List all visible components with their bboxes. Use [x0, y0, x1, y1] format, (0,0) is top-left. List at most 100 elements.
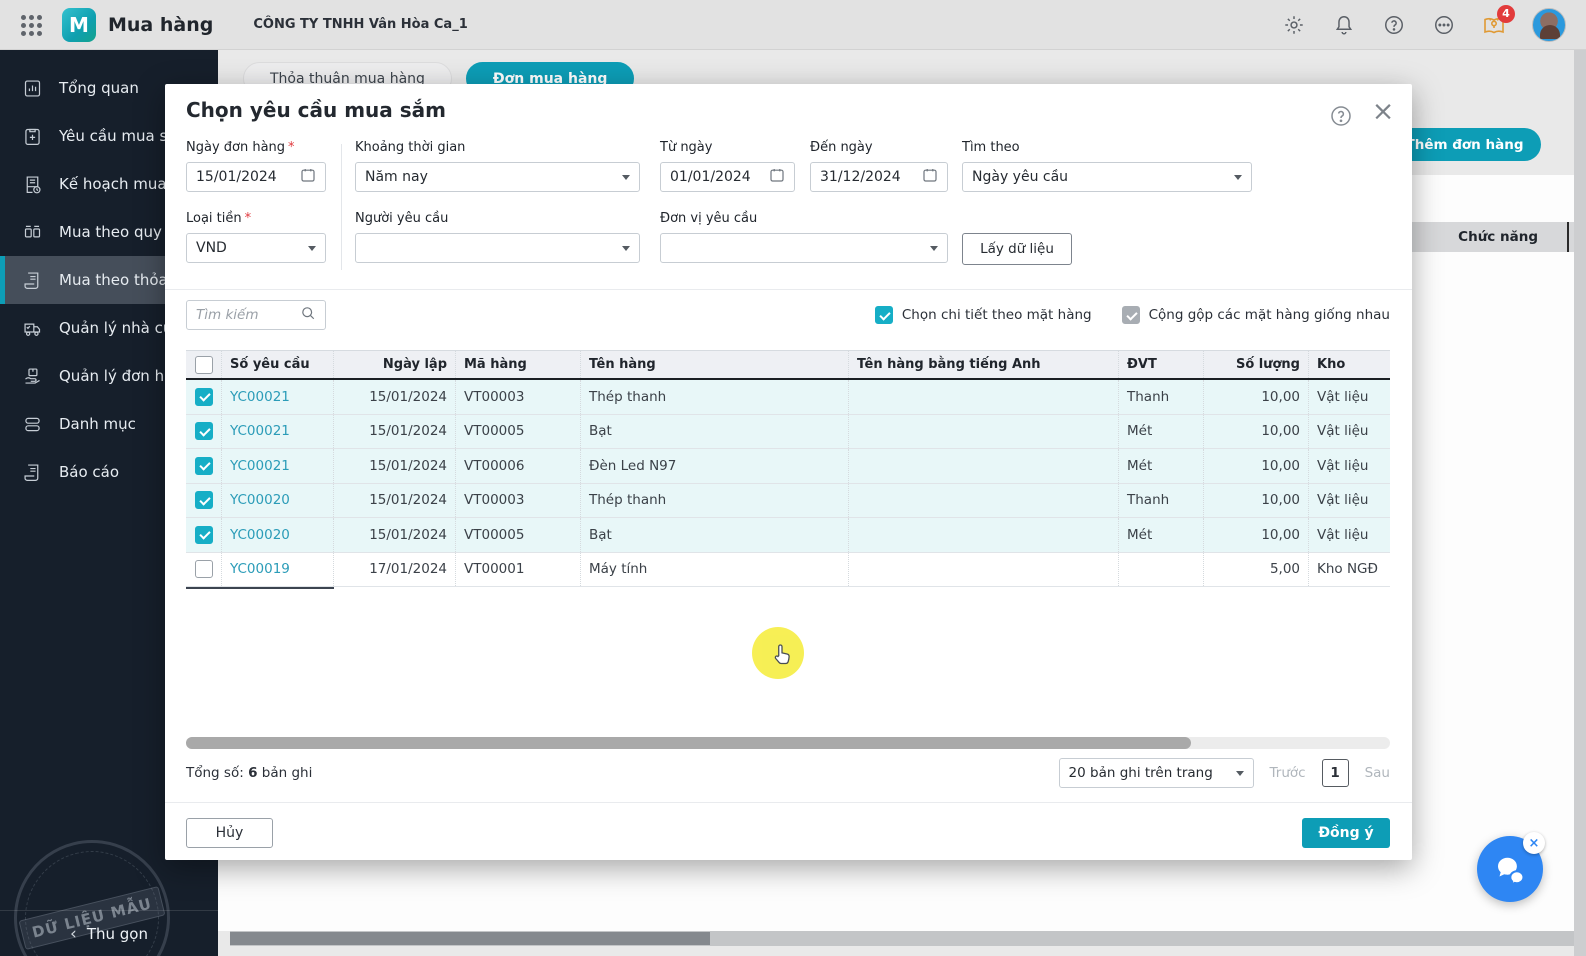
to-date-input[interactable]: 31/12/2024	[810, 162, 948, 192]
col-created-date[interactable]: Ngày lập	[334, 351, 456, 378]
cell-item-code: VT00006	[456, 449, 581, 483]
current-page-number[interactable]: 1	[1322, 759, 1349, 787]
search-by-select[interactable]: Ngày yêu cầu	[962, 162, 1252, 192]
page-size-select[interactable]: 20 bản ghi trên trang	[1059, 758, 1254, 788]
settings-gear-icon[interactable]	[1282, 13, 1306, 37]
cell-item-code: VT00001	[456, 553, 581, 587]
currency-field: Loại tiền* VND	[186, 211, 326, 263]
chat-close-icon[interactable]: ×	[1523, 832, 1545, 854]
cell-warehouse: Vật liệu	[1309, 518, 1390, 552]
row-checkbox[interactable]	[195, 388, 213, 406]
cell-quantity: 10,00	[1204, 415, 1309, 449]
prev-page-button[interactable]: Trước	[1270, 765, 1306, 781]
cell-created-date: 15/01/2024	[334, 380, 456, 414]
table-row[interactable]: YC00020 15/01/2024 VT00005 Bạt Mét 10,00…	[186, 518, 1390, 553]
from-date-field: Từ ngày 01/01/2024	[660, 140, 795, 192]
currency-select[interactable]: VND	[186, 233, 326, 263]
order-date-input[interactable]: 15/01/2024	[186, 162, 326, 192]
cancel-button[interactable]: Hủy	[186, 818, 273, 848]
help-icon[interactable]	[1382, 13, 1406, 37]
chevron-down-icon	[1236, 771, 1244, 776]
col-quantity[interactable]: Số lượng	[1204, 351, 1309, 378]
table-row[interactable]: YC00020 15/01/2024 VT00003 Thép thanh Th…	[186, 484, 1390, 519]
frozen-column-divider	[186, 587, 334, 589]
table-options: Chọn chi tiết theo mặt hàng Cộng gộp các…	[875, 306, 1390, 324]
row-checkbox[interactable]	[195, 491, 213, 509]
whats-new-icon[interactable]: 4	[1482, 13, 1506, 37]
chat-support-button[interactable]: ×	[1477, 836, 1543, 902]
cell-warehouse: Kho NGĐ	[1309, 553, 1390, 587]
cell-item-name: Thép thanh	[581, 484, 849, 518]
row-checkbox[interactable]	[195, 526, 213, 544]
app-window: M Mua hàng CÔNG TY TNHH Vân Hòa Ca_1 4	[0, 0, 1586, 956]
company-name[interactable]: CÔNG TY TNHH Vân Hòa Ca_1	[253, 17, 467, 32]
checkbox-select-by-item[interactable]	[875, 306, 893, 324]
table-row[interactable]: YC00021 15/01/2024 VT00006 Đèn Led N97 M…	[186, 449, 1390, 484]
search-input[interactable]: Tìm kiếm	[186, 300, 326, 330]
cell-unit: Mét	[1119, 415, 1204, 449]
select-all-checkbox[interactable]	[195, 356, 213, 374]
dialog-help-icon[interactable]	[1329, 104, 1353, 128]
cell-item-name-en	[849, 484, 1119, 518]
function-column-header: Chức năng	[1458, 229, 1538, 245]
table-header-row: Số yêu cầu Ngày lập Mã hàng Tên hàng Tên…	[186, 350, 1390, 380]
request-no-link[interactable]: YC00019	[230, 561, 290, 577]
background-horizontal-scrollbar[interactable]	[230, 931, 1574, 946]
request-no-link[interactable]: YC00021	[230, 389, 290, 405]
col-warehouse[interactable]: Kho	[1309, 351, 1390, 378]
app-launcher-icon[interactable]	[18, 12, 44, 38]
cell-item-code: VT00005	[456, 518, 581, 552]
cell-quantity: 5,00	[1204, 553, 1309, 587]
cell-quantity: 10,00	[1204, 484, 1309, 518]
supplier-icon	[22, 318, 43, 339]
table-row[interactable]: YC00021 15/01/2024 VT00003 Thép thanh Th…	[186, 380, 1390, 415]
cell-unit: Thanh	[1119, 484, 1204, 518]
search-by-field: Tìm theo Ngày yêu cầu	[962, 140, 1252, 192]
option-select-by-item[interactable]: Chọn chi tiết theo mặt hàng	[875, 306, 1092, 324]
col-item-code[interactable]: Mã hàng	[456, 351, 581, 378]
request-unit-select[interactable]	[660, 233, 948, 263]
purchase-plan-icon	[22, 174, 43, 195]
confirm-button[interactable]: Đồng ý	[1302, 818, 1390, 848]
requester-select[interactable]	[355, 233, 640, 263]
table-row[interactable]: YC00019 17/01/2024 VT00001 Máy tính 5,00…	[186, 553, 1390, 588]
cell-quantity: 10,00	[1204, 449, 1309, 483]
request-no-link[interactable]: YC00021	[230, 423, 290, 439]
app-logo[interactable]: M	[62, 8, 96, 42]
notifications-bell-icon[interactable]	[1332, 13, 1356, 37]
to-date-field: Đến ngày 31/12/2024	[810, 140, 948, 192]
cell-warehouse: Vật liệu	[1309, 415, 1390, 449]
checkbox-merge-similar-items[interactable]	[1122, 306, 1140, 324]
table-horizontal-scrollbar[interactable]	[186, 737, 1390, 749]
order-management-icon	[22, 366, 43, 387]
col-item-name[interactable]: Tên hàng	[581, 351, 849, 378]
chevron-down-icon	[1234, 175, 1242, 180]
sidebar-collapse-button[interactable]: ‹ Thu gọn	[0, 910, 218, 956]
row-checkbox[interactable]	[195, 560, 213, 578]
table-row[interactable]: YC00021 15/01/2024 VT00005 Bạt Mét 10,00…	[186, 415, 1390, 450]
next-page-button[interactable]: Sau	[1365, 765, 1390, 781]
cell-created-date: 15/01/2024	[334, 484, 456, 518]
request-no-link[interactable]: YC00020	[230, 527, 290, 543]
background-vertical-scrollbar[interactable]	[1574, 50, 1586, 956]
from-date-input[interactable]: 01/01/2024	[660, 162, 795, 192]
request-no-link[interactable]: YC00021	[230, 458, 290, 474]
col-item-name-en[interactable]: Tên hàng bằng tiếng Anh	[849, 351, 1119, 378]
filter-divider	[341, 144, 342, 270]
col-request-no[interactable]: Số yêu cầu	[222, 351, 334, 378]
dialog-close-icon[interactable]: ×	[1369, 96, 1397, 128]
user-avatar[interactable]	[1532, 8, 1566, 42]
cell-unit: Thanh	[1119, 380, 1204, 414]
period-select[interactable]: Năm nay	[355, 162, 640, 192]
request-no-link[interactable]: YC00020	[230, 492, 290, 508]
overview-icon	[22, 78, 43, 99]
cell-item-name: Bạt	[581, 518, 849, 552]
cell-item-name: Bạt	[581, 415, 849, 449]
cell-created-date: 15/01/2024	[334, 415, 456, 449]
col-unit[interactable]: ĐVT	[1119, 351, 1204, 378]
more-options-icon[interactable]	[1432, 13, 1456, 37]
option-merge-similar-items[interactable]: Cộng gộp các mặt hàng giống nhau	[1122, 306, 1390, 324]
row-checkbox[interactable]	[195, 457, 213, 475]
row-checkbox[interactable]	[195, 422, 213, 440]
get-data-button[interactable]: Lấy dữ liệu	[962, 233, 1072, 265]
